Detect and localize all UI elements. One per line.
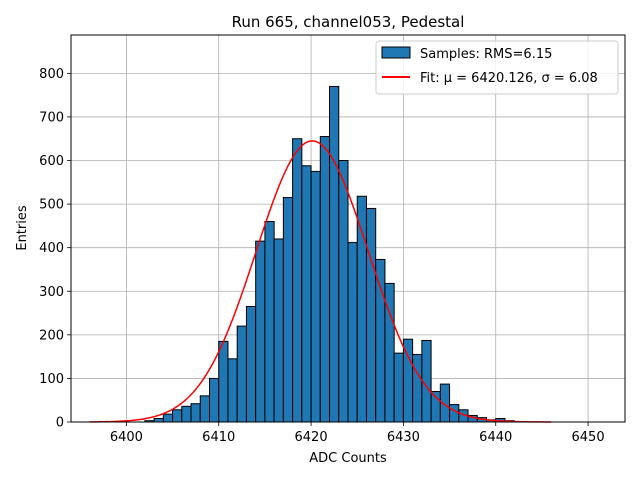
histogram-bar	[264, 221, 275, 423]
y-tick-label: 300	[39, 285, 64, 300]
histogram-bar	[310, 170, 321, 423]
histogram-bar	[282, 197, 294, 423]
histogram-bar	[347, 241, 358, 423]
histogram-bar	[301, 165, 312, 423]
histogram-bar	[319, 136, 331, 423]
histogram-bar	[181, 405, 192, 423]
x-tick-label: 6440	[479, 430, 512, 445]
x-tick-label: 6420	[295, 430, 328, 445]
histogram-bar	[273, 238, 284, 423]
histogram-bar	[329, 85, 340, 423]
legend: Samples: RMS=6.15 Fit: μ = 6420.126, σ =…	[375, 40, 619, 95]
plot-frame	[70, 34, 626, 423]
histogram-bar	[162, 413, 174, 423]
histogram-bar	[153, 418, 164, 423]
histogram-bar	[199, 395, 210, 423]
histogram-bar	[402, 338, 414, 423]
histogram-bar	[172, 409, 183, 423]
chart-title: Run 665, channel053, Pedestal	[232, 13, 465, 31]
histogram-bar	[393, 352, 404, 423]
x-tick-label: 6450	[572, 430, 605, 445]
y-tick-label: 700	[39, 110, 64, 125]
fit-curve	[89, 140, 552, 423]
histogram-bar	[227, 358, 238, 423]
histogram-bar	[190, 403, 201, 423]
x-tick-label: 6400	[110, 430, 143, 445]
y-axis-ticks: 0 100 200 300 400 500 600 700 800	[39, 67, 71, 431]
y-axis-label: Entries	[15, 205, 30, 251]
histogram-bar	[292, 138, 303, 423]
histogram-bar	[412, 353, 423, 423]
legend-swatch-histogram	[381, 46, 411, 59]
y-tick-label: 100	[39, 372, 64, 387]
y-tick-label: 500	[39, 198, 64, 213]
y-tick-label: 800	[39, 67, 64, 82]
histogram-bar	[255, 240, 266, 423]
legend-label-fit: Fit: μ = 6420.126, σ = 6.08	[420, 71, 598, 86]
histogram-bar	[449, 404, 460, 423]
histogram-bar	[365, 207, 377, 423]
histogram-bar	[209, 377, 220, 423]
histogram-bar	[375, 258, 386, 423]
histogram-bar	[218, 340, 229, 423]
histogram-bar	[245, 306, 257, 423]
legend-frame	[375, 40, 619, 95]
y-tick-label: 400	[39, 241, 64, 256]
y-tick-label: 0	[56, 416, 64, 431]
y-tick-label: 200	[39, 328, 64, 343]
histogram-bars	[144, 85, 515, 423]
legend-label-histogram: Samples: RMS=6.15	[420, 47, 552, 62]
histogram-bar	[236, 325, 247, 423]
x-tick-label: 6410	[202, 430, 235, 445]
y-tick-label: 600	[39, 154, 64, 169]
histogram-bar	[338, 160, 349, 423]
x-axis-ticks: 6400 6410 6420 6430 6440 6450	[110, 422, 605, 445]
x-tick-label: 6430	[387, 430, 420, 445]
x-axis-label: ADC Counts	[309, 451, 387, 466]
